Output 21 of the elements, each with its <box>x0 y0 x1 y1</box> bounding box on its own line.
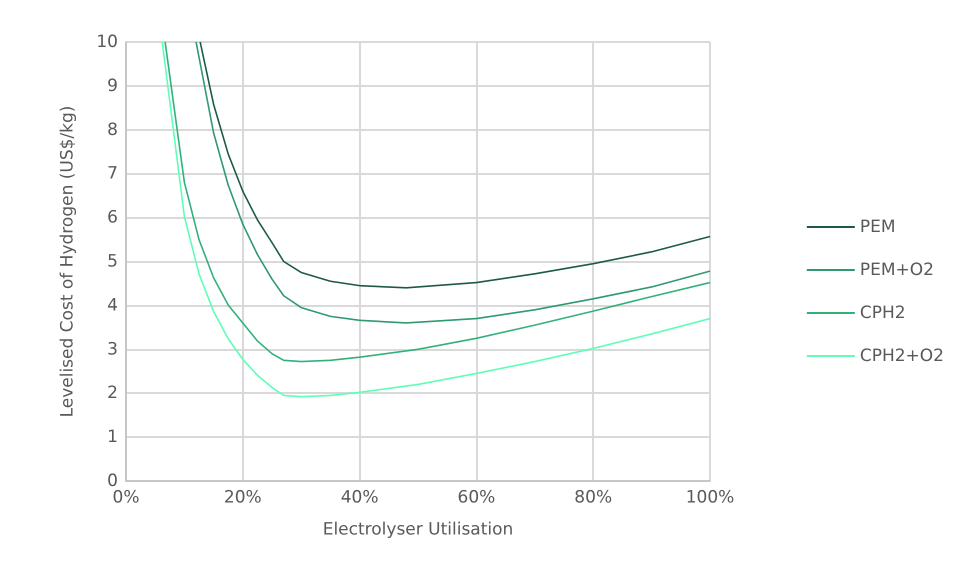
legend-label: CPH2+O2 <box>860 346 944 366</box>
y-tick-label: 10 <box>96 32 118 52</box>
y-tick-label: 4 <box>107 295 118 316</box>
legend-label: PEM+O2 <box>860 260 934 280</box>
y-tick-label: 9 <box>107 76 118 96</box>
y-tick-label: 8 <box>107 120 118 140</box>
y-tick-label: 1 <box>107 427 118 448</box>
x-tick-label: 100% <box>686 488 734 508</box>
x-tick-label: 40% <box>340 488 378 508</box>
y-tick-label: 7 <box>107 164 118 184</box>
legend-label: PEM <box>860 217 896 237</box>
x-tick-label: 80% <box>574 488 612 508</box>
y-tick-label: 6 <box>107 208 118 228</box>
x-tick-label: 20% <box>224 488 262 508</box>
y-tick-label: 5 <box>107 252 118 272</box>
y-axis-title: Levelised Cost of Hydrogen (US$/kg) <box>58 106 78 418</box>
y-tick-label: 3 <box>107 339 118 360</box>
x-axis-title: Electrolyser Utilisation <box>322 520 514 540</box>
legend-label: CPH2 <box>860 303 906 323</box>
y-tick-label: 2 <box>107 383 118 404</box>
x-tick-label: 60% <box>458 488 496 508</box>
